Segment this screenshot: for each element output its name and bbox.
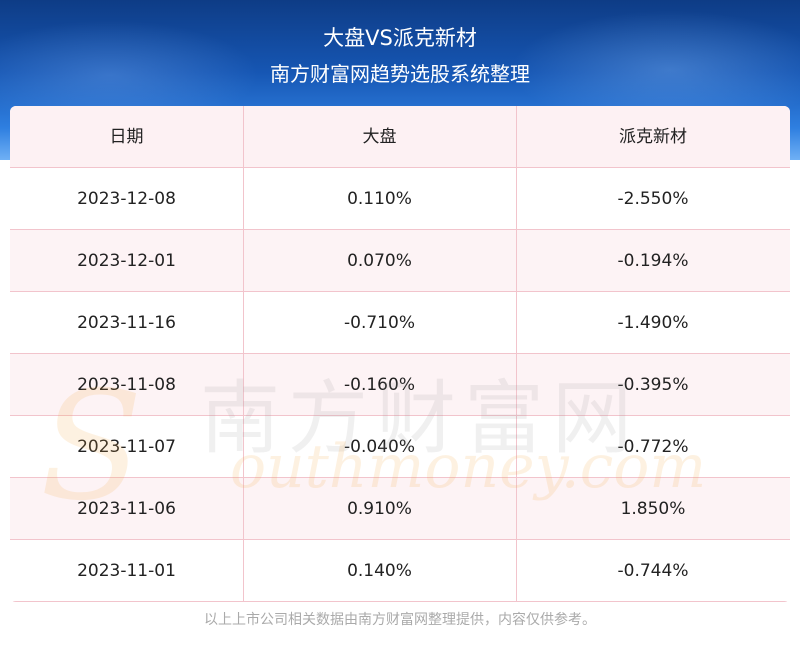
row-divider <box>10 291 790 292</box>
table-row: 2023-12-01 0.070% -0.194% <box>10 230 790 292</box>
table-row: 2023-11-16 -0.710% -1.490% <box>10 292 790 354</box>
row-divider <box>10 601 790 602</box>
column-divider <box>243 106 244 602</box>
column-divider <box>516 106 517 602</box>
page-title: 大盘VS派克新材 <box>323 26 477 50</box>
stock-change-cell: -2.550% <box>617 189 689 209</box>
date-cell: 2023-11-07 <box>77 437 176 457</box>
table-row: 2023-11-06 0.910% 1.850% <box>10 478 790 540</box>
column-header-date: 日期 <box>109 127 144 147</box>
footer-disclaimer: 以上上市公司相关数据由南方财富网整理提供，内容仅供参考。 <box>204 612 596 628</box>
row-divider <box>10 167 790 168</box>
row-divider <box>10 539 790 540</box>
stock-change-cell: -0.772% <box>617 437 689 457</box>
date-cell: 2023-11-01 <box>77 561 176 581</box>
table-header-row: 日期 大盘 派克新材 <box>10 106 790 168</box>
stock-change-cell: -0.395% <box>617 375 689 395</box>
stock-change-cell: -0.194% <box>617 251 689 271</box>
table-row: 2023-11-08 -0.160% -0.395% <box>10 354 790 416</box>
row-divider <box>10 229 790 230</box>
row-divider <box>10 353 790 354</box>
market-change-cell: 0.140% <box>347 561 412 581</box>
table-row: 2023-11-01 0.140% -0.744% <box>10 540 790 602</box>
table-row: 2023-11-07 -0.040% -0.772% <box>10 416 790 478</box>
page-subtitle: 南方财富网趋势选股系统整理 <box>270 62 530 86</box>
date-cell: 2023-11-16 <box>77 313 176 333</box>
table-row: 2023-12-08 0.110% -2.550% <box>10 168 790 230</box>
date-cell: 2023-11-06 <box>77 499 176 519</box>
market-change-cell: 0.910% <box>347 499 412 519</box>
date-cell: 2023-11-08 <box>77 375 176 395</box>
column-header-market: 大盘 <box>362 127 397 147</box>
market-change-cell: 0.070% <box>347 251 412 271</box>
row-divider <box>10 415 790 416</box>
comparison-table: 日期 大盘 派克新材 2023-12-08 0.110% -2.550% 202… <box>10 106 790 602</box>
date-cell: 2023-12-08 <box>77 189 176 209</box>
column-header-stock: 派克新材 <box>619 127 687 147</box>
market-change-cell: 0.110% <box>347 189 412 209</box>
row-divider <box>10 477 790 478</box>
market-change-cell: -0.040% <box>344 437 415 457</box>
stock-change-cell: -0.744% <box>617 561 689 581</box>
stock-change-cell: 1.850% <box>620 499 686 519</box>
date-cell: 2023-12-01 <box>77 251 176 271</box>
market-change-cell: -0.710% <box>344 313 415 333</box>
stock-change-cell: -1.490% <box>617 313 689 333</box>
market-change-cell: -0.160% <box>344 375 415 395</box>
